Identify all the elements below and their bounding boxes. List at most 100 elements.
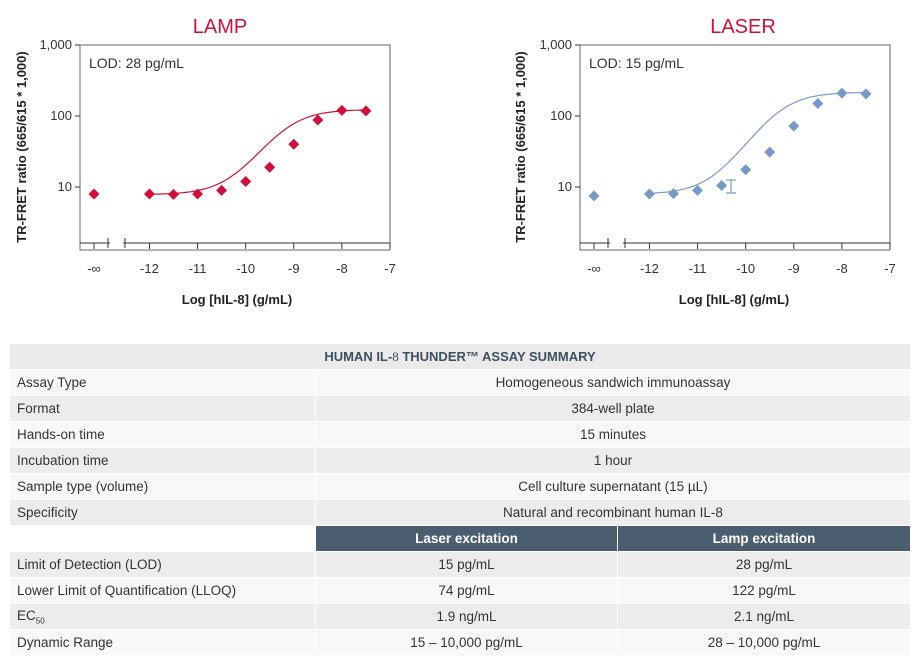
data-point <box>788 120 800 132</box>
row-value: 384-well plate <box>315 395 911 422</box>
data-point <box>240 175 252 187</box>
data-point <box>216 184 228 196</box>
y-axis: 10 100 1,000 <box>39 37 80 194</box>
data-point <box>716 180 728 192</box>
x-tick-label: -9 <box>288 261 300 276</box>
row-value: 1 hour <box>315 447 911 474</box>
row-label: Hands-on time <box>9 421 316 448</box>
data-point <box>836 87 848 99</box>
data-point <box>668 188 680 200</box>
plot-frame <box>579 44 891 251</box>
table-row: Incubation time 1 hour <box>9 447 911 474</box>
y-axis: 10 100 1,000 <box>539 37 580 194</box>
fit-curve <box>149 109 366 195</box>
x-axis: -∞ -12 -11 -10 -9 -8 -7 <box>580 238 896 276</box>
row-label: Specificity <box>9 499 316 526</box>
table-title: HUMAN IL-8 THUNDER™ ASSAY SUMMARY <box>9 343 911 370</box>
row-value: Cell culture supernatant (15 µL) <box>315 473 911 500</box>
x-tick-label: -11 <box>689 261 707 276</box>
x-break-label: -∞ <box>87 261 101 276</box>
table-row: Specificity Natural and recombinant huma… <box>9 499 911 526</box>
x-tick-label: -7 <box>884 261 896 276</box>
table-title-row: HUMAN IL-8 THUNDER™ ASSAY SUMMARY <box>9 343 911 370</box>
x-tick-label: -9 <box>788 261 800 276</box>
data-points <box>88 104 372 200</box>
data-point <box>360 105 372 117</box>
data-point <box>288 138 300 150</box>
y-tick-label: 100 <box>50 108 72 123</box>
data-points <box>588 87 872 202</box>
row-label: Sample type (volume) <box>9 473 316 500</box>
data-point <box>168 188 180 200</box>
table-row: Limit of Detection (LOD) 15 pg/mL 28 pg/… <box>9 551 911 578</box>
x-tick-label: -7 <box>384 261 396 276</box>
lod-annotation: LOD: 15 pg/mL <box>589 55 684 71</box>
chart-title: LASER <box>710 16 776 38</box>
x-axis-label: Log [hIL-8] (g/mL) <box>679 292 789 307</box>
lamp-value: 28 pg/mL <box>617 551 911 578</box>
y-axis-label: TR-FRET ratio (665/615 * 1,000) <box>14 51 29 242</box>
y-axis-label: TR-FRET ratio (665/615 * 1,000) <box>513 51 528 242</box>
data-point <box>764 146 776 158</box>
data-point <box>740 164 752 176</box>
data-point <box>264 161 276 173</box>
table-row: Assay Type Homogeneous sandwich immunoas… <box>9 369 911 396</box>
row-label: Format <box>9 395 316 422</box>
table-row: Sample type (volume) Cell culture supern… <box>9 473 911 500</box>
x-tick-label: -8 <box>836 261 848 276</box>
x-axis-label: Log [hIL-8] (g/mL) <box>182 292 292 307</box>
row-label: EC50 <box>9 603 316 630</box>
chart-title: LAMP <box>193 16 247 38</box>
laser-value: 15 – 10,000 pg/mL <box>315 629 618 656</box>
table-row: Format 384-well plate <box>9 395 911 422</box>
x-tick-label: -12 <box>140 261 159 276</box>
row-value: Homogeneous sandwich immunoassay <box>315 369 911 396</box>
x-tick-label: -10 <box>236 261 255 276</box>
y-tick-label: 1,000 <box>539 37 572 52</box>
data-point <box>692 184 704 196</box>
y-tick-label: 10 <box>58 179 72 194</box>
laser-chart: LASER TR-FRET ratio (665/615 * 1,000) LO… <box>513 16 896 307</box>
data-point <box>812 98 824 110</box>
row-value: 15 minutes <box>315 421 911 448</box>
data-point <box>588 190 600 202</box>
header-lamp-excitation: Lamp excitation <box>617 525 911 552</box>
y-tick-label: 100 <box>550 108 572 123</box>
data-point <box>312 114 324 126</box>
x-axis: -∞ -12 -11 -10 -9 -8 -7 <box>80 238 396 276</box>
row-label: Dynamic Range <box>9 629 316 656</box>
x-tick-label: -12 <box>640 261 659 276</box>
row-label: Incubation time <box>9 447 316 474</box>
column-header-row: Laser excitation Lamp excitation <box>9 525 911 552</box>
y-tick-label: 10 <box>558 179 572 194</box>
x-break-label: -∞ <box>587 261 601 276</box>
lamp-value: 28 – 10,000 pg/mL <box>617 629 911 656</box>
y-tick-label: 1,000 <box>39 37 72 52</box>
laser-value: 74 pg/mL <box>315 577 618 604</box>
lod-annotation: LOD: 28 pg/mL <box>89 55 184 71</box>
lamp-value: 2.1 ng/mL <box>617 603 911 630</box>
fit-curve <box>649 91 866 194</box>
data-point <box>860 88 872 100</box>
plot-frame <box>79 44 391 251</box>
table-row: Lower Limit of Quantification (LLOQ) 74 … <box>9 577 911 604</box>
table-row: Hands-on time 15 minutes <box>9 421 911 448</box>
laser-value: 15 pg/mL <box>315 551 618 578</box>
data-point <box>143 188 155 200</box>
data-point <box>192 188 204 200</box>
row-value: Natural and recombinant human IL-8 <box>315 499 911 526</box>
lamp-value: 122 pg/mL <box>617 577 911 604</box>
x-tick-label: -8 <box>336 261 348 276</box>
x-tick-label: -10 <box>736 261 755 276</box>
row-label: Assay Type <box>9 369 316 396</box>
data-point <box>88 188 100 200</box>
header-blank-cell <box>9 525 316 552</box>
table-row: EC50 1.9 ng/mL 2.1 ng/mL <box>9 603 911 630</box>
data-point <box>336 104 348 116</box>
data-point <box>643 188 655 200</box>
header-laser-excitation: Laser excitation <box>315 525 618 552</box>
laser-value: 1.9 ng/mL <box>315 603 618 630</box>
assay-summary-table: HUMAN IL-8 THUNDER™ ASSAY SUMMARY Assay … <box>9 343 911 656</box>
row-label: Lower Limit of Quantification (LLOQ) <box>9 577 316 604</box>
row-label: Limit of Detection (LOD) <box>9 551 316 578</box>
